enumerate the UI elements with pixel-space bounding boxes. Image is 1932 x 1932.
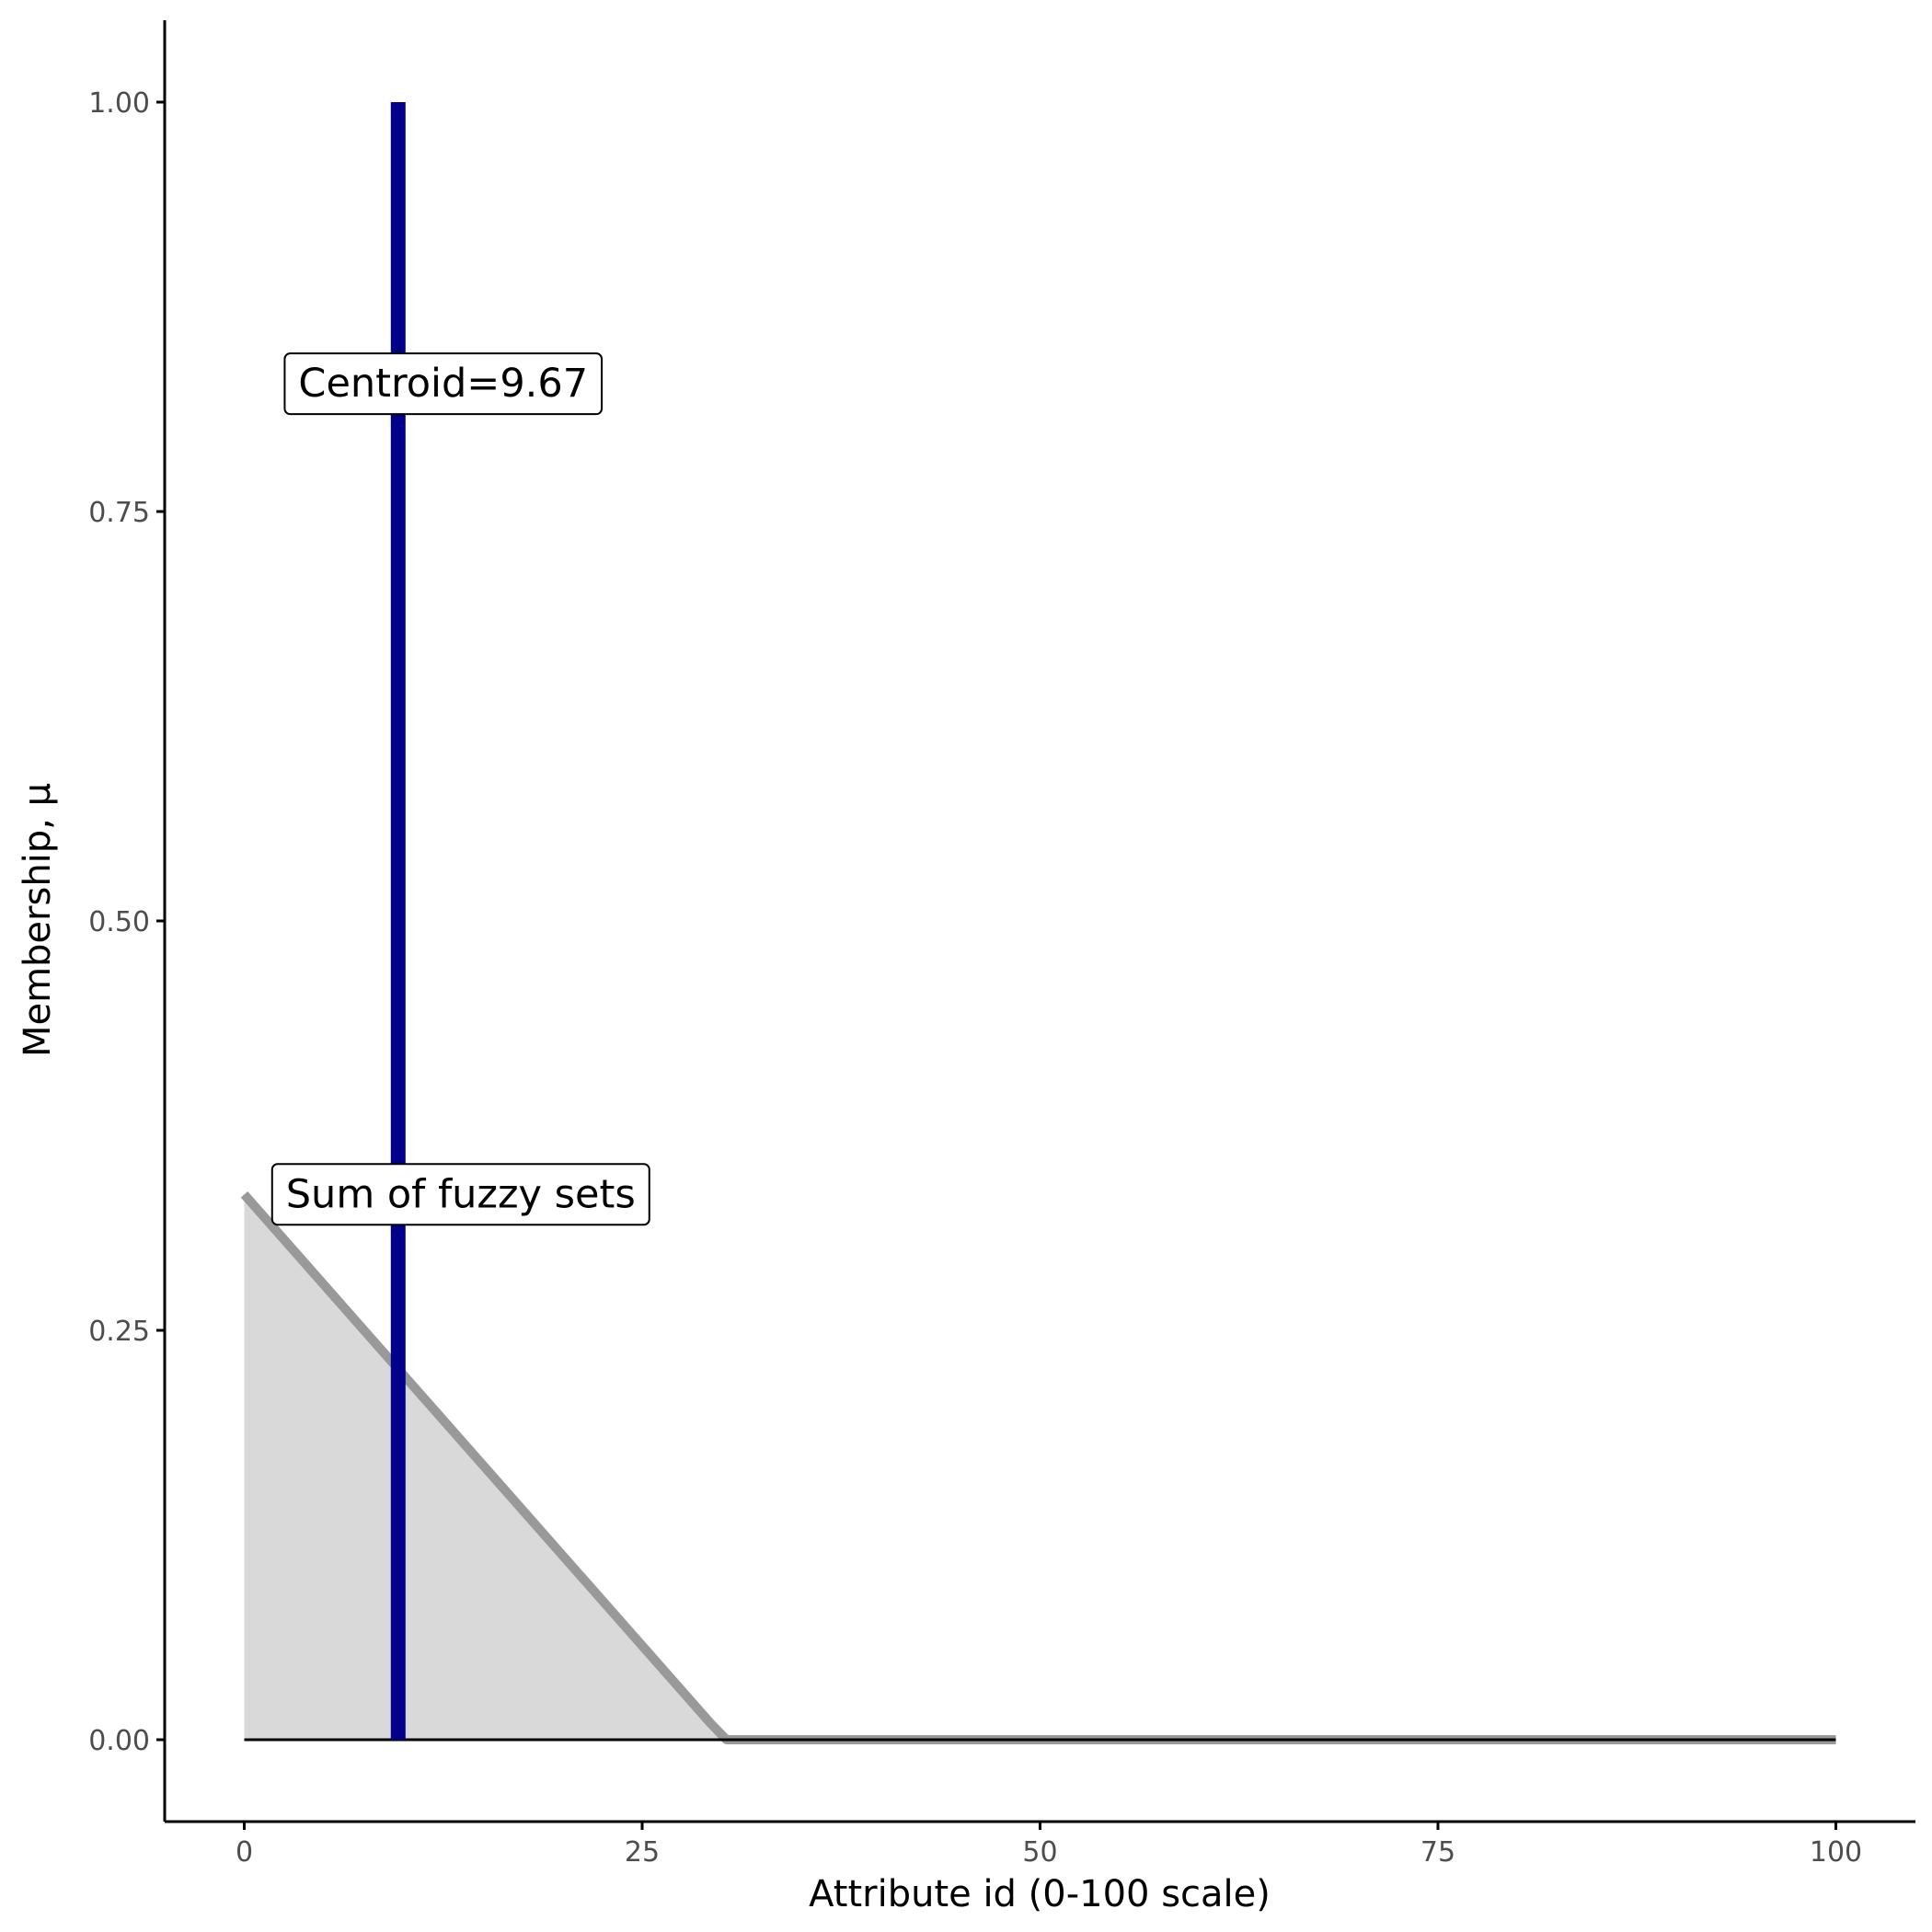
y-tick-label: 0.00 [88, 1725, 150, 1757]
y-axis-ticks: 0.00 0.25 0.50 0.75 1.00 [88, 87, 165, 1757]
annotation-box [283, 352, 604, 416]
x-tick-label: 50 [1022, 1836, 1057, 1869]
y-tick-label: 0.50 [88, 906, 150, 938]
annotations: Centroid=9.67 Sum of fuzzy sets [270, 352, 650, 1226]
y-tick-label: 0.25 [88, 1316, 150, 1348]
y-axis-title: Membership, μ [17, 783, 59, 1057]
x-tick-label: 100 [1810, 1836, 1862, 1869]
annotation-box [270, 1163, 650, 1226]
x-tick-label: 75 [1420, 1836, 1455, 1869]
x-tick-label: 0 [236, 1836, 253, 1869]
x-axis-ticks: 0 25 50 75 100 [236, 1822, 1862, 1869]
annotation-text: Sum of fuzzy sets [286, 1171, 636, 1217]
annotation-text: Centroid=9.67 [298, 361, 588, 407]
annotation-label: Sum of fuzzy sets [270, 1163, 650, 1226]
plot-area [240, 102, 1836, 1744]
x-tick-label: 25 [625, 1836, 660, 1869]
y-tick-label: 1.00 [88, 87, 150, 120]
x-axis-title: Attribute id (0-100 scale) [809, 1873, 1271, 1915]
y-tick-label: 0.75 [88, 497, 150, 529]
annotation-label: Centroid=9.67 [283, 352, 604, 416]
